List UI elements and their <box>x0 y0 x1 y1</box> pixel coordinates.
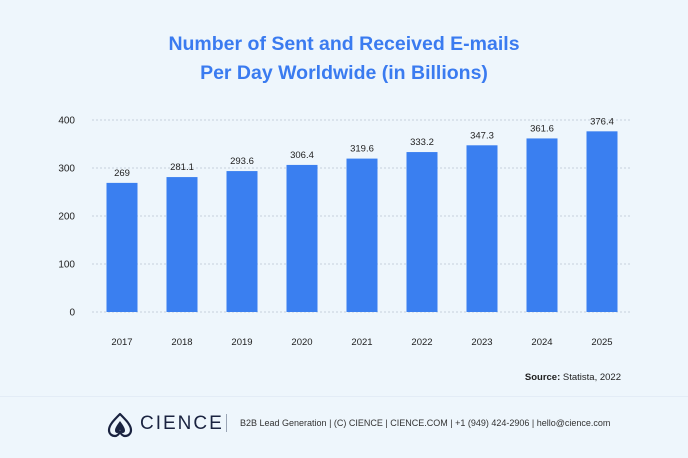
data-label-2021: 319.6 <box>350 144 374 155</box>
x-tick-label-2022: 2022 <box>411 337 432 348</box>
bar-2020 <box>286 164 318 312</box>
chart-title: Number of Sent and Received E-mails Per … <box>0 30 688 88</box>
y-tick-label-400: 400 <box>58 116 75 127</box>
x-tick-label-2019: 2019 <box>231 337 252 348</box>
footer-contact: B2B Lead Generation | (C) CIENCE | CIENC… <box>240 418 611 428</box>
x-tick-label-2020: 2020 <box>291 337 312 348</box>
data-label-2017: 269 <box>114 168 130 179</box>
footer-divider <box>0 396 688 397</box>
x-tick-label-2023: 2023 <box>471 337 492 348</box>
bar-2017 <box>106 182 138 312</box>
x-tick-label-2021: 2021 <box>351 337 372 348</box>
data-label-2024: 361.6 <box>530 123 554 134</box>
data-label-2023: 347.3 <box>470 130 494 141</box>
bar-2022 <box>406 152 438 312</box>
x-tick-label-2024: 2024 <box>531 337 552 348</box>
data-label-2022: 333.2 <box>410 137 434 148</box>
bar-2018 <box>166 177 198 312</box>
source-text: Statista, 2022 <box>562 372 621 383</box>
source-note: Source: Statista, 2022 <box>525 372 621 383</box>
y-tick-label-100: 100 <box>58 260 75 271</box>
data-label-2018: 281.1 <box>170 162 194 173</box>
y-tick-label-300: 300 <box>58 164 75 175</box>
bar-2019 <box>226 171 258 312</box>
bar-2025 <box>586 131 618 312</box>
bar-2021 <box>346 158 378 312</box>
brand-name: CIENCE <box>140 413 224 434</box>
chart-title-line-1: Number of Sent and Received E-mails <box>168 33 520 55</box>
cience-logo-icon <box>107 412 133 438</box>
source-label: Source: <box>524 372 561 383</box>
data-label-2020: 306.4 <box>290 150 314 161</box>
x-tick-label-2025: 2025 <box>591 337 612 348</box>
footer-separator <box>226 414 227 432</box>
x-tick-label-2017: 2017 <box>111 337 132 348</box>
chart-title-line-2: Per Day Worldwide (in Billions) <box>200 62 488 84</box>
x-tick-label-2018: 2018 <box>171 337 192 348</box>
data-label-2019: 293.6 <box>230 156 254 167</box>
y-tick-label-200: 200 <box>58 212 75 223</box>
bar-chart: 0 100 200 300 400 269 2017 281.1 2018 293.6 2019 30… <box>58 116 632 348</box>
data-label-2025: 376.4 <box>590 116 614 127</box>
bar-2023 <box>466 145 498 312</box>
footer: CIENCE B2B Lead Generation | (C) CIENCE … <box>0 406 688 446</box>
bar-2024 <box>526 138 558 312</box>
y-tick-label-0: 0 <box>69 308 75 319</box>
